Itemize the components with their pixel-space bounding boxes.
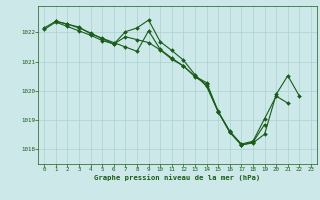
X-axis label: Graphe pression niveau de la mer (hPa): Graphe pression niveau de la mer (hPa)	[94, 174, 261, 181]
